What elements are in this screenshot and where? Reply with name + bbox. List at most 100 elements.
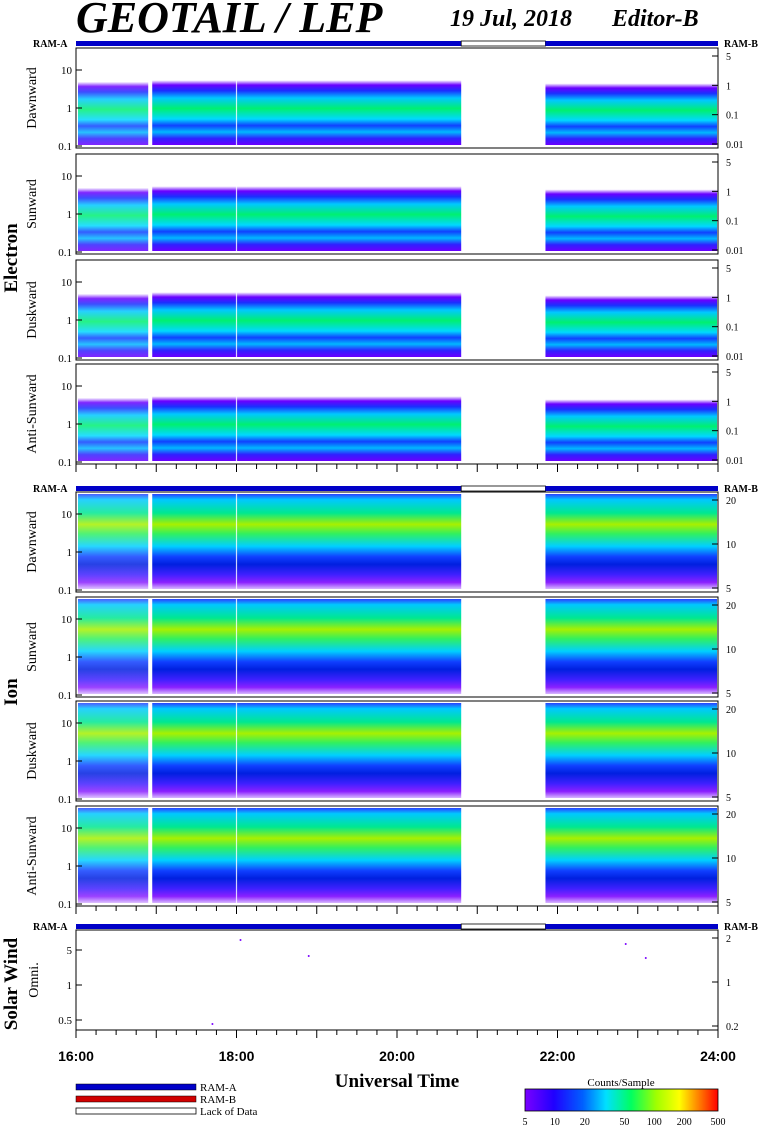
spectrogram-main-segment [152,599,462,694]
ram-a-segment [76,41,462,46]
panel-label: Anti-Sunward [25,816,40,895]
right-tick-label: 0.01 [726,140,744,151]
colorbar: Counts/Sample 5 10 20 50 100 200 500 [523,1077,726,1128]
left-tick-label: 1 [67,980,73,992]
left-tick-label: 0.1 [58,690,72,702]
legend-ram-b-swatch [75,1095,197,1103]
right-tick-label: 2 [726,934,731,945]
left-tick-label: 0.1 [58,899,72,911]
ram-a-label: RAM-A [33,922,68,933]
spectrogram-late-segment [545,494,717,589]
solar-wind-point [307,955,310,957]
right-tick-label: 0.01 [726,246,744,257]
right-tick-label: 20 [726,705,736,716]
colorbar-gradient [524,1088,719,1112]
colorbar-tick-label: 10 [550,1117,560,1128]
right-tick-label: 20 [726,496,736,507]
ram-legend: RAM-A RAM-B Lack of Data [75,1082,258,1118]
figure-date: 19 Jul, 2018 [450,6,572,32]
solar-wind-point [239,939,242,941]
left-tick-label: 0.1 [58,585,72,597]
ram-a-segment [76,486,462,491]
left-tick-label: 1 [67,209,73,221]
right-tick-label: 1 [726,978,731,989]
spectrogram-late-segment [545,280,717,357]
right-tick-label: 10 [726,749,736,760]
panel-label: Omni. [27,962,42,997]
right-tick-label: 0.2 [726,1022,739,1033]
left-tick-label: 10 [61,171,73,183]
left-tick-label: 1 [67,652,73,664]
right-tick-label: 10 [726,645,736,656]
left-tick-label: 10 [61,509,73,521]
x-tick-label: 22:00 [540,1048,576,1064]
panel-label: Duskward [25,722,40,780]
ram-a-label: RAM-A [33,484,68,495]
left-tick-label: 1 [67,103,73,115]
spectrogram-main-segment [152,170,462,251]
spectrogram-main-segment [152,494,462,589]
right-tick-label: 5 [726,158,731,169]
left-tick-label: 0.1 [58,457,72,469]
ram-bar-ion: RAM-A RAM-B [33,484,758,495]
group-label-solar-wind: Solar Wind [1,937,22,1030]
colorbar-tick-label: 100 [647,1117,662,1128]
colorbar-tick-label: 50 [619,1117,629,1128]
spectrogram-main-segment [152,380,462,461]
ram-bar-solar-wind: RAM-A RAM-B [33,922,758,933]
panel-electron-2: Duskward 10 1 0.1 5 1 0.1 0.01 [25,259,744,365]
ram-b-label: RAM-B [724,39,758,50]
spectrogram-early-segment [78,808,149,903]
x-tick-label: 24:00 [700,1048,736,1064]
ram-a-label: RAM-A [33,39,68,50]
right-tick-label: 10 [726,854,736,865]
solar-wind-point [211,1023,214,1025]
left-tick-label: 10 [61,65,73,77]
group-label-electron: Electron [1,223,22,293]
left-tick-label: 1 [67,419,73,431]
right-tick-label: 5 [726,793,731,804]
spectrogram-late-segment [545,808,717,903]
right-tick-label: 5 [726,898,731,909]
panel-label: Dawnward [25,511,40,572]
group-label-ion: Ion [1,678,22,706]
spectrogram-early-segment [78,382,149,461]
panel-frame [75,47,719,149]
spectrogram-late-segment [545,703,717,798]
solar-wind-point [644,957,647,959]
left-tick-label: 5 [67,945,73,957]
left-tick-label: 10 [61,823,73,835]
legend-lack-label: Lack of Data [200,1106,258,1118]
colorbar-title: Counts/Sample [587,1077,654,1089]
right-tick-label: 1 [726,293,731,304]
x-minor-ticks [75,464,719,472]
panel-ion-2: Duskward 10 1 0.1 20 10 5 [25,700,736,806]
spectrogram-main-segment [152,703,462,798]
panel-solar-0: Omni. 5 1 0.5 2 1 0.2 [27,929,739,1033]
panel-label: Sunward [25,622,40,672]
legend-lack-swatch [75,1107,197,1115]
x-tick-labels: 16:00 18:00 20:00 22:00 24:00 [58,1048,736,1064]
legend-ram-a-label: RAM-A [200,1082,237,1094]
panel-electron-1: Sunward 10 1 0.1 5 1 0.1 0.01 [25,153,744,259]
right-tick-label: 20 [726,810,736,821]
left-tick-label: 0.1 [58,794,72,806]
ram-a-segment [76,924,462,929]
left-tick-label: 1 [67,756,73,768]
spectrogram-main-segment [152,808,462,903]
ram-b-label: RAM-B [724,484,758,495]
right-tick-label: 0.1 [726,111,739,122]
left-tick-label: 10 [61,381,73,393]
lack-of-data-segment [460,485,546,492]
panel-label: Anti-Sunward [25,374,40,453]
left-tick-label: 1 [67,861,73,873]
figure-title: GEOTAIL / LEP [76,0,384,42]
spectrogram-main-segment [152,64,462,145]
x-axis-title: Universal Time [335,1071,459,1092]
panel-ion-0: Dawnward 10 1 0.1 20 10 5 [25,491,736,597]
lack-of-data-segment [460,923,546,930]
right-tick-label: 5 [726,264,731,275]
panel-frame [75,491,719,593]
spectrogram-late-segment [545,599,717,694]
